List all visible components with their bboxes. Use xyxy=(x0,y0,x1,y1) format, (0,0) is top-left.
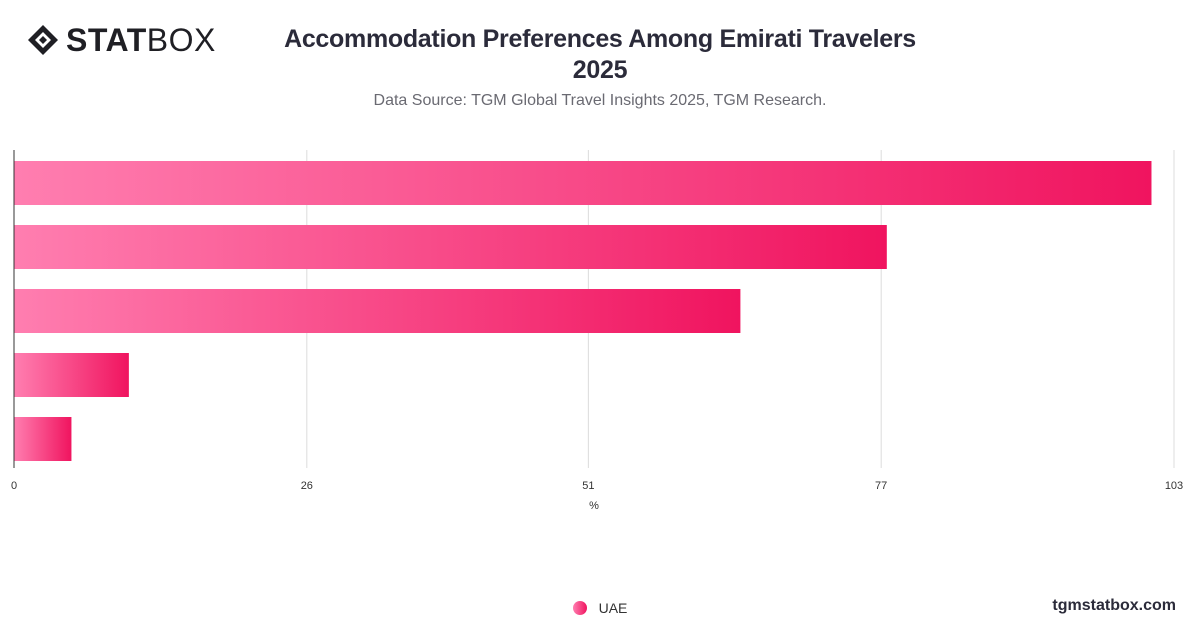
bar xyxy=(14,353,129,397)
x-tick-label: 103 xyxy=(1165,480,1183,492)
chart-legend: UAE xyxy=(0,600,1200,616)
statbox-logo: STAT BOX xyxy=(26,22,216,58)
statbox-diamond-icon xyxy=(28,25,58,55)
chart-title-line1: Accommodation Preferences Among Emirati … xyxy=(284,25,916,53)
logo-word-light: BOX xyxy=(146,22,216,58)
footer-brand: tgmstatbox.com xyxy=(1052,597,1176,614)
x-axis-title: % xyxy=(589,500,599,512)
bar xyxy=(14,161,1152,205)
x-tick-label: 77 xyxy=(875,480,887,492)
x-tick-label: 0 xyxy=(11,480,17,492)
chart-title-line2: 2025 xyxy=(572,56,628,84)
x-tick-label: 26 xyxy=(301,480,313,492)
chart-subtitle: Data Source: TGM Global Travel Insights … xyxy=(373,92,827,109)
legend-label[interactable]: UAE xyxy=(598,600,628,616)
chart-title: Accommodation Preferences Among Emirati … xyxy=(200,24,1000,86)
bar xyxy=(14,225,887,269)
bar xyxy=(14,289,741,333)
x-tick-label: 51 xyxy=(582,480,594,492)
logo-wordmark: STAT BOX xyxy=(66,22,216,58)
bar xyxy=(14,417,72,461)
logo-word-bold: STAT xyxy=(66,22,147,58)
legend-marker[interactable] xyxy=(572,601,587,615)
